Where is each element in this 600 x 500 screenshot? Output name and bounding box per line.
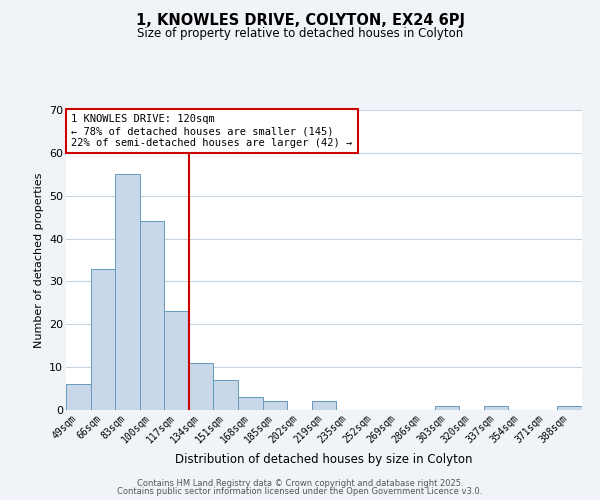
X-axis label: Distribution of detached houses by size in Colyton: Distribution of detached houses by size … — [175, 453, 473, 466]
Bar — [238, 397, 263, 410]
Bar — [484, 406, 508, 410]
Text: Contains HM Land Registry data © Crown copyright and database right 2025.: Contains HM Land Registry data © Crown c… — [137, 478, 463, 488]
Text: Contains public sector information licensed under the Open Government Licence v3: Contains public sector information licen… — [118, 487, 482, 496]
Bar — [434, 406, 459, 410]
Bar — [214, 380, 238, 410]
Bar — [91, 268, 115, 410]
Bar — [164, 312, 189, 410]
Text: 1, KNOWLES DRIVE, COLYTON, EX24 6PJ: 1, KNOWLES DRIVE, COLYTON, EX24 6PJ — [136, 12, 464, 28]
Bar — [263, 402, 287, 410]
Bar — [115, 174, 140, 410]
Text: Size of property relative to detached houses in Colyton: Size of property relative to detached ho… — [137, 28, 463, 40]
Text: 1 KNOWLES DRIVE: 120sqm
← 78% of detached houses are smaller (145)
22% of semi-d: 1 KNOWLES DRIVE: 120sqm ← 78% of detache… — [71, 114, 352, 148]
Y-axis label: Number of detached properties: Number of detached properties — [34, 172, 44, 348]
Bar — [312, 402, 336, 410]
Bar — [189, 363, 214, 410]
Bar — [140, 222, 164, 410]
Bar — [557, 406, 582, 410]
Bar — [66, 384, 91, 410]
